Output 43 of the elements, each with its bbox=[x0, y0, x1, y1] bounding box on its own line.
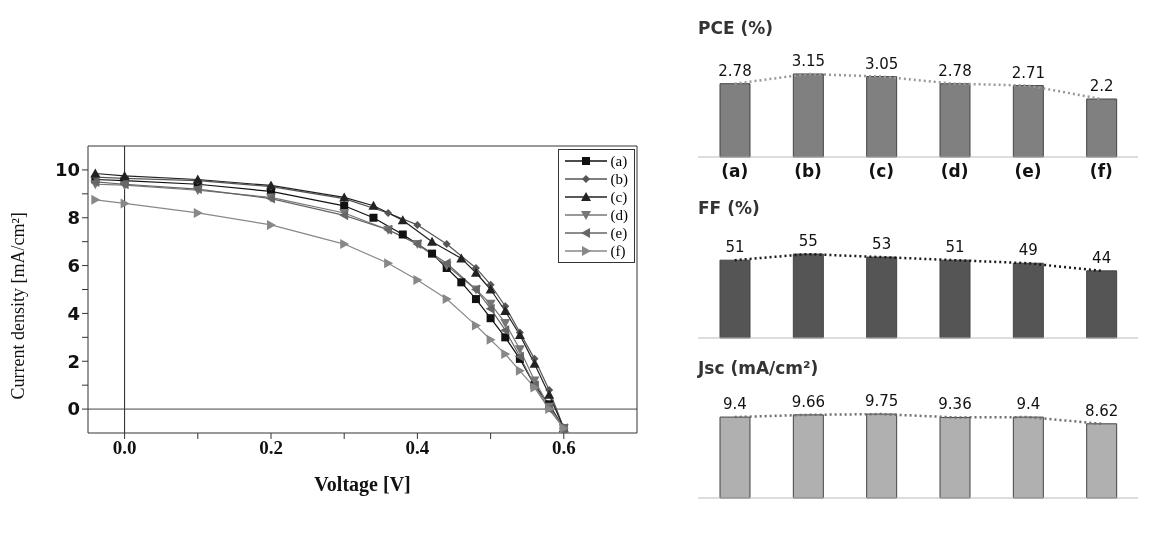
data-label: 53 bbox=[872, 235, 892, 254]
data-label: 44 bbox=[1092, 248, 1112, 267]
chart-title: Jsc (mA/cm²) bbox=[698, 358, 820, 380]
x-tick-label: (c) bbox=[868, 161, 895, 182]
data-label: 2.2 bbox=[1089, 77, 1114, 96]
y-tick-label: 10 bbox=[54, 159, 80, 181]
y-tick-label: 4 bbox=[67, 302, 80, 324]
x-tick-label: (b) bbox=[794, 161, 822, 182]
legend-label: (d) bbox=[610, 206, 628, 224]
data-label: 55 bbox=[798, 232, 818, 251]
y-axis-title: Current density [mA/cm²] bbox=[8, 212, 29, 400]
data-label: 2.71 bbox=[1011, 63, 1046, 82]
y-tick-label: 2 bbox=[67, 350, 80, 372]
data-label: 9.4 bbox=[1016, 395, 1041, 414]
y-tick-label: 6 bbox=[67, 254, 80, 276]
data-label: 3.05 bbox=[864, 54, 899, 73]
chart-title: PCE (%) bbox=[698, 18, 775, 40]
data-label: 51 bbox=[725, 238, 745, 257]
data-label: 9.75 bbox=[864, 392, 899, 411]
chart-title: FF (%) bbox=[698, 198, 761, 220]
x-tick-label: (a) bbox=[721, 161, 749, 182]
data-label: 9.36 bbox=[938, 395, 972, 414]
data-label: 9.4 bbox=[723, 395, 747, 414]
data-label: 51 bbox=[945, 238, 965, 257]
legend-label: (e) bbox=[610, 224, 628, 242]
x-tick-label: 0.4 bbox=[405, 437, 430, 459]
data-label: 3.15 bbox=[791, 51, 826, 70]
x-tick-label: 0.2 bbox=[259, 437, 283, 459]
x-tick-label: (f) bbox=[1089, 161, 1113, 182]
data-label: 2.78 bbox=[938, 61, 972, 80]
x-tick-label: 0.0 bbox=[112, 437, 137, 459]
x-tick-label: 0.6 bbox=[551, 437, 576, 459]
legend-label: (f) bbox=[610, 242, 626, 260]
data-label: 2.78 bbox=[718, 61, 752, 80]
legend-label: (c) bbox=[610, 188, 628, 206]
data-label: 49 bbox=[1018, 241, 1038, 260]
y-tick-label: 8 bbox=[67, 207, 80, 229]
x-axis-title: Voltage [V] bbox=[314, 473, 411, 496]
data-label: 9.66 bbox=[791, 392, 826, 411]
data-label: 8.62 bbox=[1084, 401, 1119, 420]
x-tick-label: (d) bbox=[940, 161, 969, 182]
x-tick-label: (e) bbox=[1014, 161, 1042, 182]
y-tick-label: 0 bbox=[67, 398, 80, 420]
